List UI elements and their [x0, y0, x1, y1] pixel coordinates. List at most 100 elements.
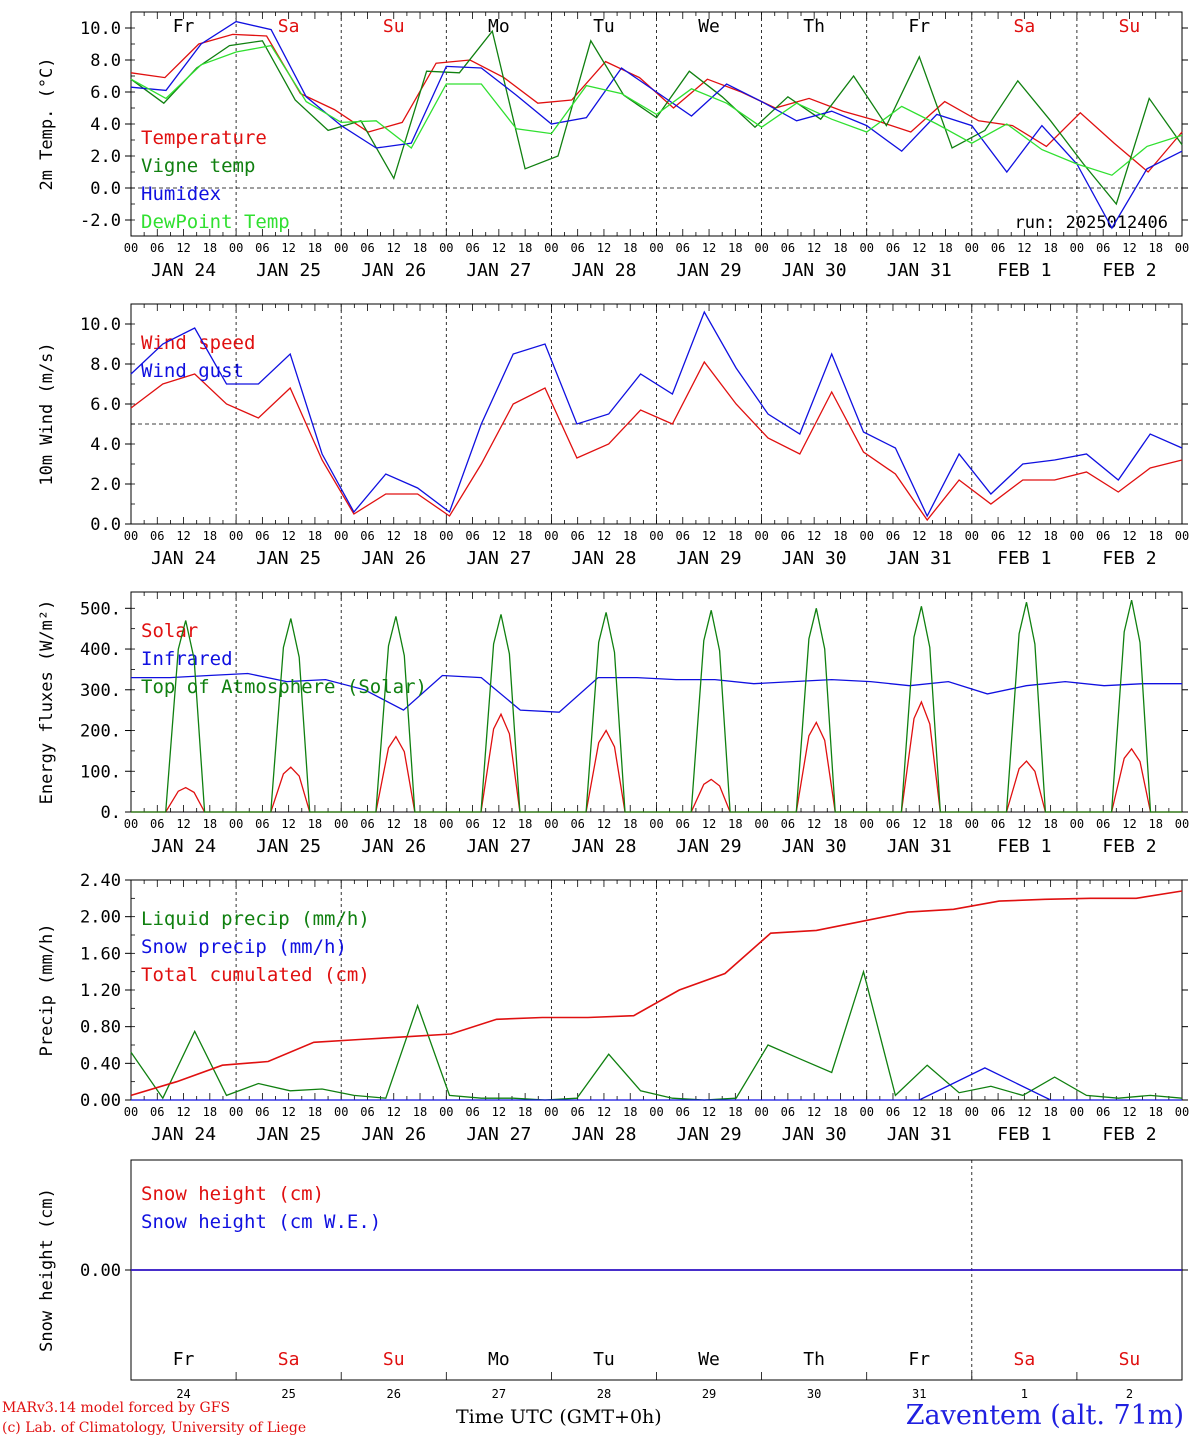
hour-tick-label: 12 [1122, 241, 1136, 255]
hour-tick-label: 12 [912, 241, 926, 255]
hour-tick-label: 06 [570, 1105, 584, 1119]
hour-tick-label: 06 [676, 817, 690, 831]
hour-tick-label: 18 [1043, 241, 1057, 255]
day-label: JAN 25 [256, 1124, 321, 1145]
hour-tick-label: 06 [465, 817, 479, 831]
hour-tick-label: 00 [124, 241, 138, 255]
hour-tick-label: 18 [623, 529, 637, 543]
day-label: JAN 26 [361, 260, 426, 281]
hour-tick-label: 18 [308, 1105, 322, 1119]
hour-tick-label: 06 [676, 1105, 690, 1119]
day-label: JAN 24 [151, 548, 216, 569]
hour-tick-label: 12 [912, 817, 926, 831]
bottom-weekday-label: Fr [908, 1349, 930, 1370]
series-line-blue [130, 20, 1183, 230]
day-label: JAN 25 [256, 260, 321, 281]
legend-entry: Total cumulated (cm) [141, 964, 370, 986]
legend-entry: Humidex [141, 183, 221, 205]
day-label: JAN 24 [151, 260, 216, 281]
hour-tick-label: 06 [781, 241, 795, 255]
hour-tick-label: 12 [597, 529, 611, 543]
panel-3: 00 06 12 18 00 06 12 18 00 06 12 18 00 06 12 18 00 06 12 18… [37, 591, 1189, 857]
x-axis-label: Time UTC (GMT+0h) [456, 1406, 662, 1428]
bottom-day-row: Fr Sa Su Mo Tu We Th Fr Sa Su 24 25 26 27 28 29 30 31 1 2 [173, 1349, 1141, 1401]
weekday-label: Fr [908, 16, 930, 37]
panel-2: 00 06 12 18 00 06 12 18 00 06 12 18 00 06 12 18 00 06 12 18… [37, 303, 1189, 569]
hour-tick-label: 12 [492, 1105, 506, 1119]
hour-tick-label: 06 [781, 1105, 795, 1119]
hour-tick-label: 06 [465, 1105, 479, 1119]
day-label: FEB 1 [997, 260, 1051, 281]
hour-tick-label: 06 [255, 241, 269, 255]
hour-tick-label: 00 [1175, 529, 1189, 543]
hour-tick-label: 00 [229, 241, 243, 255]
y-tick-label: 200. [80, 722, 121, 742]
day-label: JAN 25 [256, 836, 321, 857]
bottom-daynum-label: 29 [702, 1387, 716, 1401]
day-label: JAN 24 [151, 836, 216, 857]
hour-tick-label: 12 [387, 529, 401, 543]
y-axis-label: Snow height (cm) [37, 1188, 57, 1352]
hour-tick-label: 06 [1096, 529, 1110, 543]
y-tick-label: 0.40 [80, 1054, 121, 1074]
y-axis-label: 10m Wind (m/s) [37, 342, 57, 485]
hour-tick-label: 18 [623, 241, 637, 255]
hour-tick-label: 12 [702, 241, 716, 255]
hour-tick-label: 12 [387, 817, 401, 831]
y-tick-label: 300. [80, 681, 121, 701]
hour-tick-label: 18 [518, 1105, 532, 1119]
hour-tick-label: 00 [754, 529, 768, 543]
hour-tick-label: 06 [991, 1105, 1005, 1119]
hour-tick-label: 06 [255, 817, 269, 831]
hour-tick-label: 00 [965, 529, 979, 543]
y-tick-label: 8.0 [90, 51, 121, 71]
legend-entry: Top of Atmosphere (Solar) [141, 676, 427, 698]
series-line-red [130, 360, 1183, 522]
hour-tick-label: 06 [360, 529, 374, 543]
panel-4: 00 06 12 18 00 06 12 18 00 06 12 18 00 06 12 18 00 06 12 18… [37, 871, 1189, 1145]
day-label: JAN 30 [782, 1124, 847, 1145]
hour-tick-label: 00 [439, 817, 453, 831]
day-label: JAN 29 [677, 260, 742, 281]
y-tick-label: 500. [80, 599, 121, 619]
hour-tick-label: 06 [886, 817, 900, 831]
y-tick-label: 4.0 [90, 115, 121, 135]
credit-line-2: (c) Lab. of Climatology, University of L… [2, 1420, 307, 1436]
hour-tick-label: 06 [150, 241, 164, 255]
hour-tick-label: 12 [387, 241, 401, 255]
y-tick-label: 0.0 [90, 179, 121, 199]
day-label: JAN 31 [887, 260, 952, 281]
weekday-label: Mo [488, 16, 510, 37]
day-label: JAN 28 [571, 1124, 636, 1145]
hour-tick-label: 12 [281, 241, 295, 255]
hour-tick-label: 00 [439, 1105, 453, 1119]
y-tick-label: 6.0 [90, 395, 121, 415]
bottom-weekday-label: Su [1119, 1349, 1141, 1370]
hour-tick-label: 00 [1070, 817, 1084, 831]
hour-tick-label: 00 [124, 1105, 138, 1119]
y-tick-label: -2.0 [80, 211, 121, 231]
day-label: FEB 1 [997, 836, 1051, 857]
hour-tick-label: 00 [439, 241, 453, 255]
hour-tick-label: 00 [965, 1105, 979, 1119]
hour-tick-label: 18 [203, 817, 217, 831]
hour-tick-label: 06 [150, 529, 164, 543]
hour-tick-label: 18 [413, 241, 427, 255]
hour-tick-label: 18 [833, 529, 847, 543]
legend-entry: Snow precip (mm/h) [141, 936, 347, 958]
hour-tick-label: 00 [124, 817, 138, 831]
hour-tick-label: 00 [859, 817, 873, 831]
hour-tick-label: 00 [1070, 1105, 1084, 1119]
hour-tick-label: 18 [1148, 241, 1162, 255]
bottom-daynum-label: 27 [492, 1387, 506, 1401]
hour-tick-label: 12 [912, 529, 926, 543]
hour-tick-label: 18 [308, 529, 322, 543]
hour-tick-label: 18 [623, 817, 637, 831]
hour-tick-label: 12 [807, 817, 821, 831]
hour-tick-label: 06 [150, 817, 164, 831]
hour-tick-label: 12 [597, 817, 611, 831]
y-tick-label: 2.0 [90, 147, 121, 167]
hour-tick-label: 00 [439, 529, 453, 543]
weekday-label: Su [383, 16, 405, 37]
series-line-lightgreen [130, 44, 1183, 176]
